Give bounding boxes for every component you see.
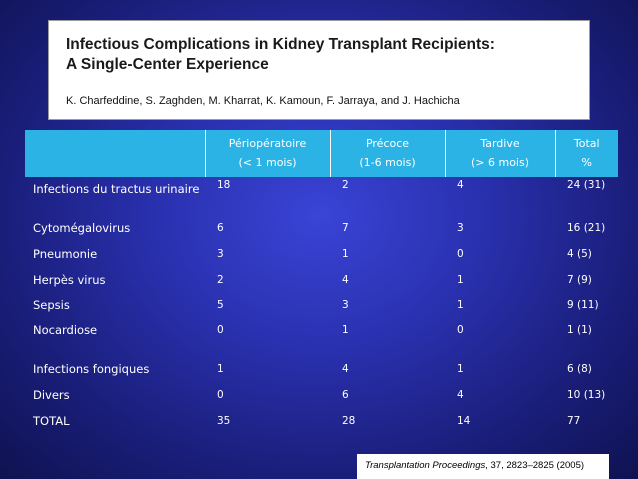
cell-perioperatoire: 6: [217, 222, 224, 234]
cell-tardive: 4: [457, 389, 464, 401]
cell-precoce: 7: [342, 222, 349, 234]
column-header-total: Total%: [555, 130, 618, 177]
article-authors: K. Charfeddine, S. Zaghden, M. Kharrat, …: [66, 95, 460, 107]
journal-details: , 37, 2823–2825 (2005): [485, 460, 585, 471]
cell-total: 1 (1): [567, 324, 592, 336]
cell-total: 7 (9): [567, 274, 592, 286]
cell-perioperatoire: 5: [217, 299, 224, 311]
table-row: Sepsis 5 3 1 9 (11): [25, 297, 618, 322]
cell-tardive: 1: [457, 299, 464, 311]
cell-perioperatoire: 18: [217, 179, 231, 191]
cell-tardive: 1: [457, 363, 464, 375]
cell-total: 6 (8): [567, 363, 592, 375]
row-label: Divers: [33, 388, 70, 402]
cell-total: 10 (13): [567, 389, 606, 401]
row-label: Pneumonie: [33, 247, 98, 261]
row-label: Infections du tractus urinaire: [33, 182, 200, 196]
cell-precoce: 6: [342, 389, 349, 401]
cell-perioperatoire: 35: [217, 415, 231, 427]
cell-precoce: 1: [342, 248, 349, 260]
article-title: Infectious Complications in Kidney Trans…: [66, 35, 495, 75]
table-row: Divers 0 6 4 10 (13): [25, 387, 618, 413]
cell-perioperatoire: 0: [217, 389, 224, 401]
row-label: Cytomégalovirus: [33, 221, 131, 235]
cell-tardive: 0: [457, 324, 464, 336]
journal-reference: Transplantation Proceedings, 37, 2823–28…: [357, 454, 609, 479]
journal-name: Transplantation Proceedings: [365, 460, 486, 471]
table-row: Infections du tractus urinaire 18 2 4 24…: [25, 177, 618, 220]
cell-precoce: 4: [342, 274, 349, 286]
column-header-precoce: Précoce (1-6 mois): [330, 130, 446, 177]
table-row: Herpès virus 2 4 1 7 (9): [25, 272, 618, 297]
table-row: Pneumonie 3 1 0 4 (5): [25, 246, 618, 272]
column-header-label: [25, 130, 206, 177]
article-header: Infectious Complications in Kidney Trans…: [48, 20, 590, 120]
cell-tardive: 0: [457, 248, 464, 260]
column-header-perioperatoire: Périopératoire (< 1 mois): [205, 130, 331, 177]
row-label: Infections fongiques: [33, 362, 150, 376]
cell-perioperatoire: 0: [217, 324, 224, 336]
cell-precoce: 4: [342, 363, 349, 375]
table-header-row: Périopératoire (< 1 mois) Précoce (1-6 moi…: [25, 130, 618, 177]
cell-total: 9 (11): [567, 299, 599, 311]
table-spacer-row: [25, 349, 618, 361]
cell-perioperatoire: 3: [217, 248, 224, 260]
infection-table: Périopératoire (< 1 mois) Précoce (1-6 moi…: [25, 130, 618, 443]
table-row: Cytomégalovirus 6 7 3 16 (21): [25, 220, 618, 246]
row-label: Sepsis: [33, 298, 70, 312]
cell-total: 77: [567, 415, 581, 427]
cell-perioperatoire: 1: [217, 363, 224, 375]
table-row: Nocardiose 0 1 0 1 (1): [25, 322, 618, 349]
cell-precoce: 2: [342, 179, 349, 191]
column-header-tardive: Tardive (> 6 mois): [445, 130, 556, 177]
article-title-line-1: Infectious Complications in Kidney Trans…: [66, 36, 495, 53]
cell-total: 4 (5): [567, 248, 592, 260]
cell-perioperatoire: 2: [217, 274, 224, 286]
table-row-total: TOTAL 35 28 14 77: [25, 413, 618, 443]
cell-precoce: 1: [342, 324, 349, 336]
article-title-line-2: A Single-Center Experience: [66, 56, 269, 73]
cell-tardive: 14: [457, 415, 471, 427]
row-label: TOTAL: [33, 414, 70, 428]
cell-total: 16 (21): [567, 222, 606, 234]
row-label: Nocardiose: [33, 323, 98, 337]
cell-tardive: 1: [457, 274, 464, 286]
row-label: Herpès virus: [33, 273, 106, 287]
cell-tardive: 3: [457, 222, 464, 234]
cell-tardive: 4: [457, 179, 464, 191]
cell-precoce: 3: [342, 299, 349, 311]
table-row: Infections fongiques 1 4 1 6 (8): [25, 361, 618, 387]
cell-total: 24 (31): [567, 179, 606, 191]
cell-precoce: 28: [342, 415, 356, 427]
